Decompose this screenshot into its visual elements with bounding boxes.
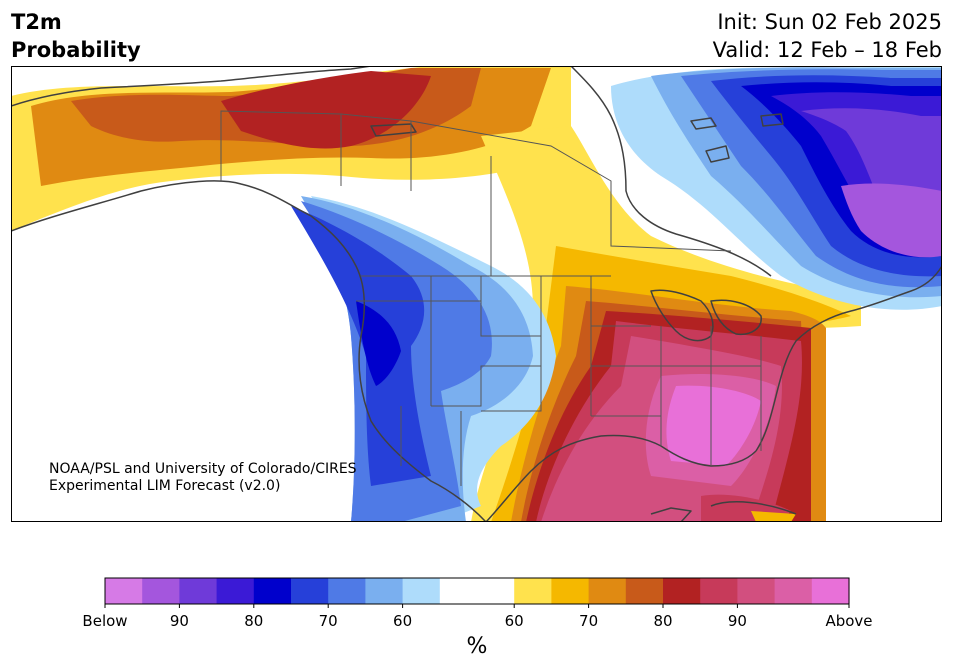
colorbar-tick-label: 80 [653, 612, 673, 630]
colorbar-segment [439, 578, 478, 604]
valid-range: Valid: 12 Feb – 18 Feb [712, 38, 942, 62]
shade-west-deep [356, 301, 401, 386]
forecast-map [11, 66, 942, 522]
coastlines [11, 66, 942, 522]
colorbar [104, 577, 850, 608]
colorbar-segment [514, 578, 552, 604]
colorbar-segment [551, 578, 590, 604]
colorbar-segment [588, 578, 627, 604]
shade-southeast-hottest [666, 385, 761, 466]
units-label: % [466, 634, 488, 659]
colorbar-segment [774, 578, 813, 604]
init-date: Init: Sun 02 Feb 2025 [717, 10, 942, 34]
variable-label: T2m [11, 10, 62, 34]
shade-ne-violet [841, 183, 942, 258]
colorbar-tick-label: Below [82, 612, 128, 630]
colorbar-segment [477, 578, 515, 604]
colorbar-segment [700, 578, 738, 604]
colorbar-tick-label: 70 [318, 612, 338, 630]
colorbar-tick-label: 90 [727, 612, 747, 630]
colorbar-segment [253, 578, 292, 604]
colorbar-segment [365, 578, 404, 604]
date-info: Init: Sun 02 Feb 2025 Valid: 12 Feb – 18… [713, 8, 942, 64]
colorbar-segment [216, 578, 255, 604]
colorbar-tick-label: 90 [169, 612, 189, 630]
product-label: Probability [11, 38, 141, 62]
colorbar-segment [328, 578, 366, 604]
colorbar-segment [737, 578, 776, 604]
colorbar-segment [811, 578, 850, 604]
colorbar-segment [625, 578, 664, 604]
colorbar-tick-label: Above [825, 612, 873, 630]
colorbar-segment [105, 578, 143, 604]
map-frame [11, 66, 942, 522]
colorbar-segment [663, 578, 701, 604]
colorbar-segment [402, 578, 441, 604]
credit-text: NOAA/PSL and University of Colorado/CIRE… [49, 461, 357, 495]
colorbar-tick-label: 70 [579, 612, 599, 630]
state-borders [220, 110, 762, 486]
shade-yukon-red [221, 71, 431, 149]
colorbar-tick-label: 80 [244, 612, 264, 630]
credit-line-2: Experimental LIM Forecast (v2.0) [49, 478, 281, 494]
colorbar-segment [291, 578, 329, 604]
shade-cuba-gold [751, 511, 796, 522]
colorbar-tick-label: 60 [393, 612, 413, 630]
colorbar-frame [104, 577, 850, 605]
colorbar-segment [142, 578, 180, 604]
colorbar-segment [179, 578, 218, 604]
colorbar-tick-label: 60 [504, 612, 524, 630]
map-title: T2m Probability [11, 8, 141, 64]
credit-line-1: NOAA/PSL and University of Colorado/CIRE… [49, 461, 357, 477]
